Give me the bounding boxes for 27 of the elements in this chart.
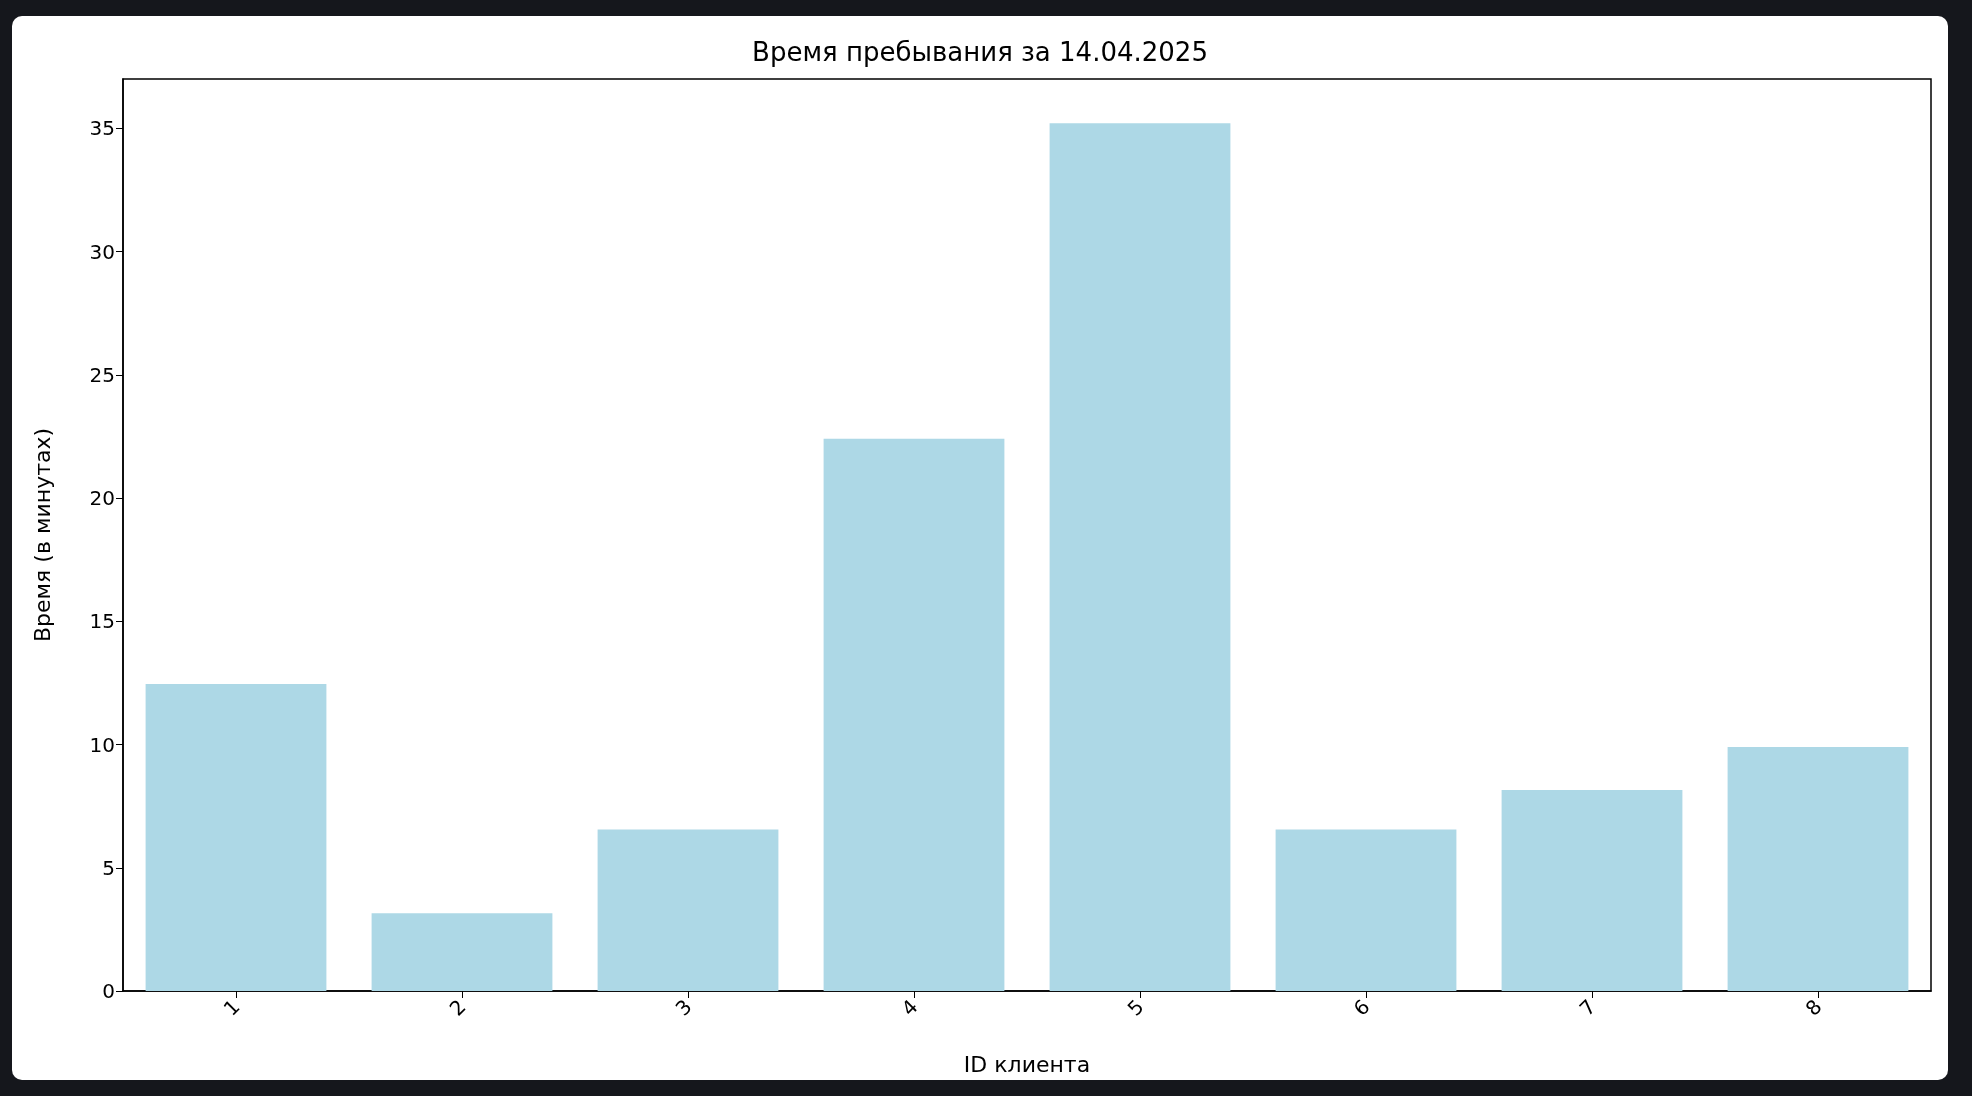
bar bbox=[1049, 123, 1231, 991]
bar bbox=[371, 913, 553, 991]
x-tick-label: 3 bbox=[670, 994, 697, 1021]
y-tick-label: 20 bbox=[89, 486, 115, 511]
bar bbox=[1275, 829, 1457, 991]
bar bbox=[1727, 746, 1909, 991]
bar bbox=[1501, 790, 1683, 991]
y-tick-label: 10 bbox=[89, 732, 115, 757]
y-tick-label: 25 bbox=[89, 362, 115, 387]
x-tick-label: 5 bbox=[1122, 994, 1149, 1021]
x-tick-label: 1 bbox=[218, 994, 245, 1021]
x-tick-label: 2 bbox=[444, 994, 471, 1021]
bar bbox=[823, 438, 1005, 991]
y-tick-label: 5 bbox=[102, 855, 115, 880]
x-tick-label: 8 bbox=[1800, 994, 1827, 1021]
y-tick-label: 0 bbox=[102, 979, 115, 1003]
bar bbox=[145, 684, 327, 991]
y-axis-title: Время (в минутах) bbox=[29, 427, 55, 643]
x-tick-label: 4 bbox=[896, 994, 923, 1021]
x-tick-label: 6 bbox=[1348, 994, 1375, 1021]
x-axis-title: ID клиента bbox=[963, 1051, 1091, 1077]
y-tick-label: 15 bbox=[89, 609, 115, 634]
x-tick-label: 7 bbox=[1574, 994, 1601, 1021]
bar bbox=[597, 829, 779, 991]
y-tick-label: 30 bbox=[89, 239, 115, 264]
chart-title: Время пребывания за 14.04.2025 bbox=[752, 37, 1208, 67]
y-tick-label: 35 bbox=[89, 116, 115, 141]
